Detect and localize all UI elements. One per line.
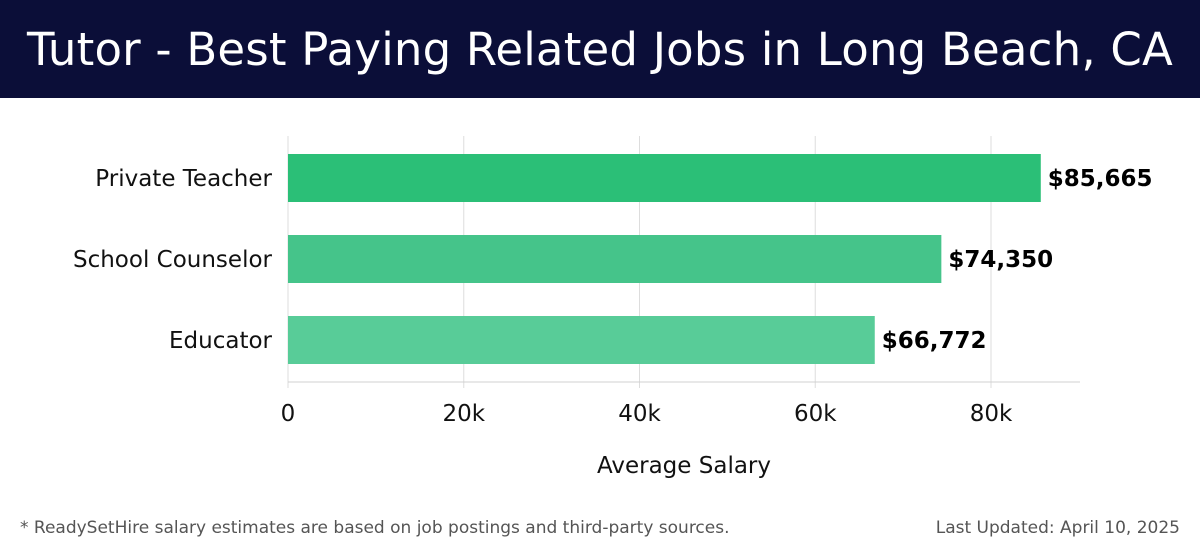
category-label: Private Teacher bbox=[95, 166, 272, 192]
x-tick-label: 0 bbox=[281, 401, 296, 427]
value-labels: $85,665 $74,350 $66,772 bbox=[882, 166, 1153, 354]
bars bbox=[288, 154, 1041, 364]
x-tick-label: 60k bbox=[794, 401, 837, 427]
footer-note: * ReadySetHire salary estimates are base… bbox=[20, 518, 730, 538]
category-label: Educator bbox=[169, 328, 273, 354]
value-label: $66,772 bbox=[882, 328, 987, 354]
x-axis-title: Average Salary bbox=[597, 453, 771, 479]
bar bbox=[288, 154, 1041, 202]
x-tick-label: 40k bbox=[618, 401, 661, 427]
x-tick-label: 20k bbox=[442, 401, 485, 427]
value-label: $85,665 bbox=[1048, 166, 1153, 192]
chart-title: Tutor - Best Paying Related Jobs in Long… bbox=[27, 22, 1173, 76]
category-label: School Counselor bbox=[73, 247, 273, 273]
last-updated: Last Updated: April 10, 2025 bbox=[935, 518, 1180, 538]
x-tick-label: 80k bbox=[970, 401, 1013, 427]
chart-header: Tutor - Best Paying Related Jobs in Long… bbox=[0, 0, 1200, 98]
x-tick-labels: 0 20k 40k 60k 80k bbox=[281, 401, 1013, 427]
value-label: $74,350 bbox=[948, 247, 1053, 273]
bar bbox=[288, 316, 875, 364]
bar bbox=[288, 235, 942, 283]
category-labels: Private Teacher School Counselor Educator bbox=[73, 166, 273, 354]
